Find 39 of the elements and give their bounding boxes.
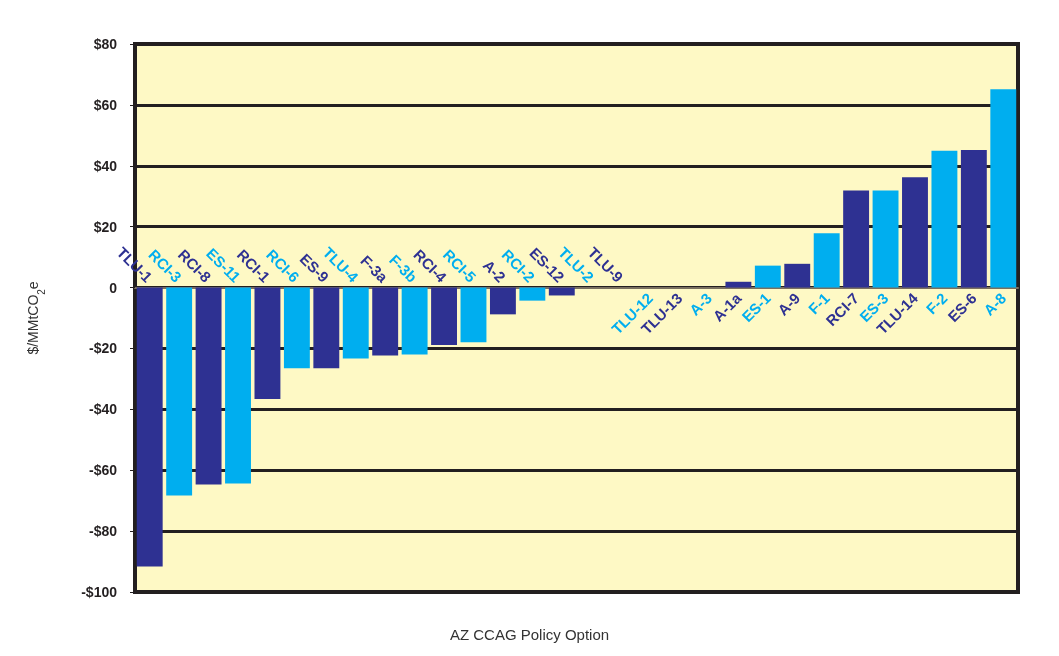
- bar: [813, 233, 840, 288]
- y-tick-label: -$60: [88, 462, 118, 479]
- bar: [725, 281, 752, 288]
- bar: [843, 190, 870, 288]
- bar: [225, 287, 251, 484]
- bar: [519, 287, 546, 301]
- bar: [342, 287, 369, 359]
- bar: [313, 287, 340, 369]
- y-tick-label: -$100: [81, 584, 118, 600]
- x-axis-title: AZ CCAG Policy Option: [449, 626, 610, 643]
- y-tick-label: $60: [93, 96, 118, 113]
- bar: [902, 177, 928, 288]
- bar: [872, 190, 899, 288]
- bar: [195, 287, 222, 485]
- bar: [166, 287, 193, 496]
- y-axis-title: $/MMtCO2e: [25, 281, 47, 355]
- bar: [254, 287, 281, 399]
- bar: [784, 263, 811, 288]
- bar: [990, 89, 1017, 288]
- y-tick-label: $80: [93, 36, 118, 52]
- bar: [931, 150, 958, 288]
- y-tick-label: $20: [93, 218, 118, 235]
- x-tick-label: A-8: [980, 289, 1010, 319]
- y-tick-label: -$40: [88, 401, 118, 418]
- bar: [431, 287, 457, 346]
- bar: [489, 287, 516, 315]
- bar: [754, 265, 781, 288]
- bar: [372, 287, 399, 356]
- x-tick-label: A-9: [774, 289, 804, 319]
- x-tick-label: A-3: [685, 289, 715, 319]
- y-tick-label: 0: [109, 279, 118, 296]
- bar: [960, 149, 987, 288]
- y-tick-label: $40: [93, 157, 118, 174]
- y-tick-label: -$80: [88, 523, 118, 540]
- bar: [401, 287, 428, 355]
- y-tick-label: -$20: [88, 340, 118, 357]
- bar: [136, 287, 163, 567]
- bar: [283, 287, 310, 369]
- bar: [460, 287, 487, 343]
